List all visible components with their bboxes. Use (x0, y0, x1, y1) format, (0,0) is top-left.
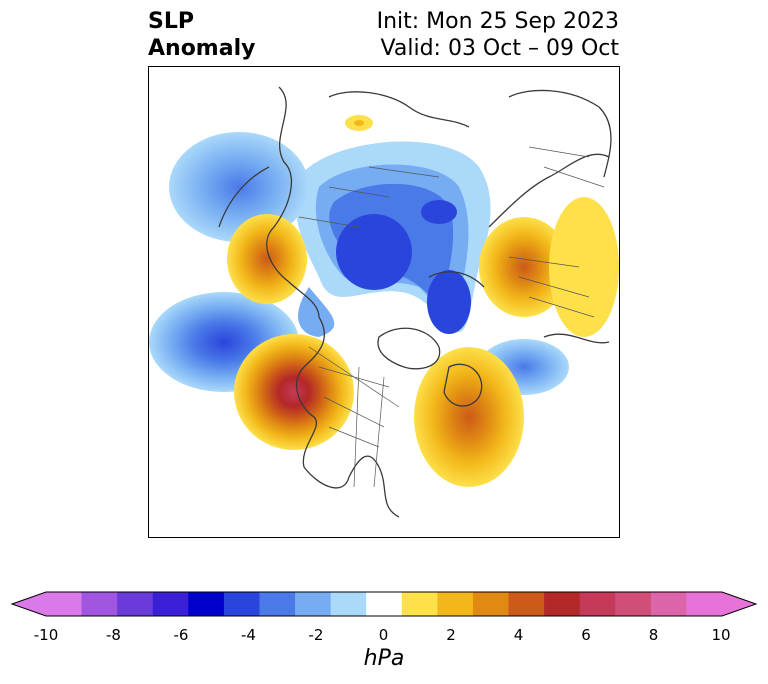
colorbar-min-arrow (12, 592, 46, 616)
colorbar-tick-label: -10 (33, 626, 59, 644)
anomaly-map-svg (149, 86, 619, 518)
colorbar-cell (188, 592, 225, 616)
colorbar-tick-label: 0 (378, 626, 389, 644)
colorbar-cell (259, 592, 296, 616)
polar-map (148, 66, 620, 538)
positive-anomaly-areas (227, 115, 619, 487)
colorbar-cell (650, 592, 687, 616)
init-date: Init: Mon 25 Sep 2023 (376, 9, 619, 34)
colorbar-tick-label: 2 (446, 626, 456, 644)
colorbar-cell (117, 592, 154, 616)
colorbar-cell (579, 592, 616, 616)
colorbar-cell (152, 592, 189, 616)
colorbar-cells (46, 592, 723, 616)
colorbar-cell (366, 592, 403, 616)
colorbar-tick-label: -6 (173, 626, 189, 644)
coastlines (218, 86, 612, 518)
colorbar-cell (544, 592, 581, 616)
colorbar-cell (223, 592, 260, 616)
colorbar-tick-label: 8 (648, 626, 659, 644)
colorbar-cell (686, 592, 723, 616)
colorbar-tick-label: -8 (106, 626, 121, 644)
colorbar-cell (401, 592, 438, 616)
valid-range: Valid: 03 Oct – 09 Oct (380, 36, 619, 61)
colorbar-tick-label: -4 (241, 626, 256, 644)
colorbar-unit: hPa (363, 646, 405, 671)
colorbar-outline (10, 591, 758, 617)
colorbar-cell (46, 592, 83, 616)
colorbar-tick-label: -2 (308, 626, 324, 644)
colorbar-cell (472, 592, 510, 616)
colorbar-cell (295, 592, 332, 616)
colorbar-cell (330, 592, 367, 616)
colorbar-cell (81, 592, 118, 616)
political-borders (298, 146, 605, 488)
colorbar-cell (615, 592, 652, 616)
colorbar-tick-label: 6 (581, 626, 591, 644)
colorbar-tick-label: 4 (513, 626, 524, 644)
title-variable: SLP (148, 9, 194, 34)
map-title: SLP Anomaly (148, 8, 255, 62)
colorbar (10, 591, 758, 617)
colorbar-max-arrow (722, 592, 756, 616)
title-type: Anomaly (148, 36, 256, 61)
colorbar-cell (437, 592, 474, 616)
forecast-dates: Init: Mon 25 Sep 2023 Valid: 03 Oct – 09… (377, 8, 619, 62)
colorbar-cell (508, 592, 545, 616)
colorbar-tick-label: 10 (711, 626, 731, 644)
